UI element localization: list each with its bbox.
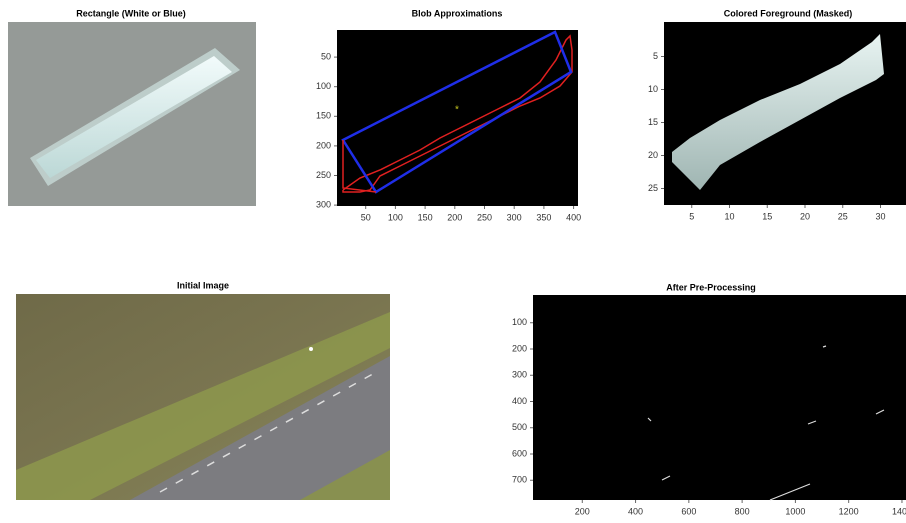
blob-axes: * (337, 30, 578, 206)
panel-title: Blob Approximations (412, 8, 503, 18)
x-tick-label: 350 (536, 212, 551, 222)
x-tick-label: 15 (762, 211, 772, 221)
y-tick-label: 300 (512, 370, 527, 380)
x-tick-label: 1200 (839, 506, 859, 516)
y-tick-label: 5 (653, 51, 658, 61)
y-tick-label: 25 (648, 183, 658, 193)
y-tick-label: 200 (316, 140, 331, 150)
x-tick-label: 800 (735, 506, 750, 516)
y-tick-label: 250 (316, 170, 331, 180)
x-tick-label: 10 (724, 211, 734, 221)
x-tick-label: 200 (575, 506, 590, 516)
x-tick-label: 200 (447, 212, 462, 222)
x-tick-label: 5 (689, 211, 694, 221)
x-tick-label: 100 (388, 212, 403, 222)
figure: * Rectangle (White or Blue) Blob Approxim… (0, 0, 906, 523)
y-tick-label: 50 (321, 51, 331, 61)
masked-axes (664, 22, 906, 205)
y-tick-label: 200 (512, 343, 527, 353)
x-tick-label: 25 (838, 211, 848, 221)
y-tick-label: 300 (316, 199, 331, 209)
y-tick-label: 500 (512, 422, 527, 432)
y-tick-label: 600 (512, 448, 527, 458)
y-tick-label: 150 (316, 111, 331, 121)
y-tick-label: 100 (316, 81, 331, 91)
x-tick-label: 20 (800, 211, 810, 221)
processed-axes (533, 295, 906, 500)
y-tick-label: 15 (648, 117, 658, 127)
rectangle-image (8, 22, 256, 206)
x-tick-label: 30 (875, 211, 885, 221)
x-tick-label: 250 (477, 212, 492, 222)
y-tick-label: 400 (512, 396, 527, 406)
centroid: * (455, 105, 459, 116)
x-tick-label: 50 (361, 212, 371, 222)
x-tick-label: 150 (418, 212, 433, 222)
x-tick-label: 400 (628, 506, 643, 516)
panel-title: Rectangle (White or Blue) (76, 8, 186, 18)
panel-title: Initial Image (177, 280, 229, 290)
initial-image (16, 294, 390, 500)
panel-title: After Pre-Processing (666, 282, 756, 292)
y-tick-label: 700 (512, 475, 527, 485)
y-tick-label: 10 (648, 84, 658, 94)
x-tick-label: 1000 (785, 506, 805, 516)
x-tick-label: 1400 (892, 506, 906, 516)
x-tick-label: 300 (507, 212, 522, 222)
x-tick-label: 400 (566, 212, 581, 222)
y-tick-label: 20 (648, 150, 658, 160)
x-tick-label: 600 (681, 506, 696, 516)
y-tick-label: 100 (512, 317, 527, 327)
panel-title: Colored Foreground (Masked) (724, 8, 853, 18)
